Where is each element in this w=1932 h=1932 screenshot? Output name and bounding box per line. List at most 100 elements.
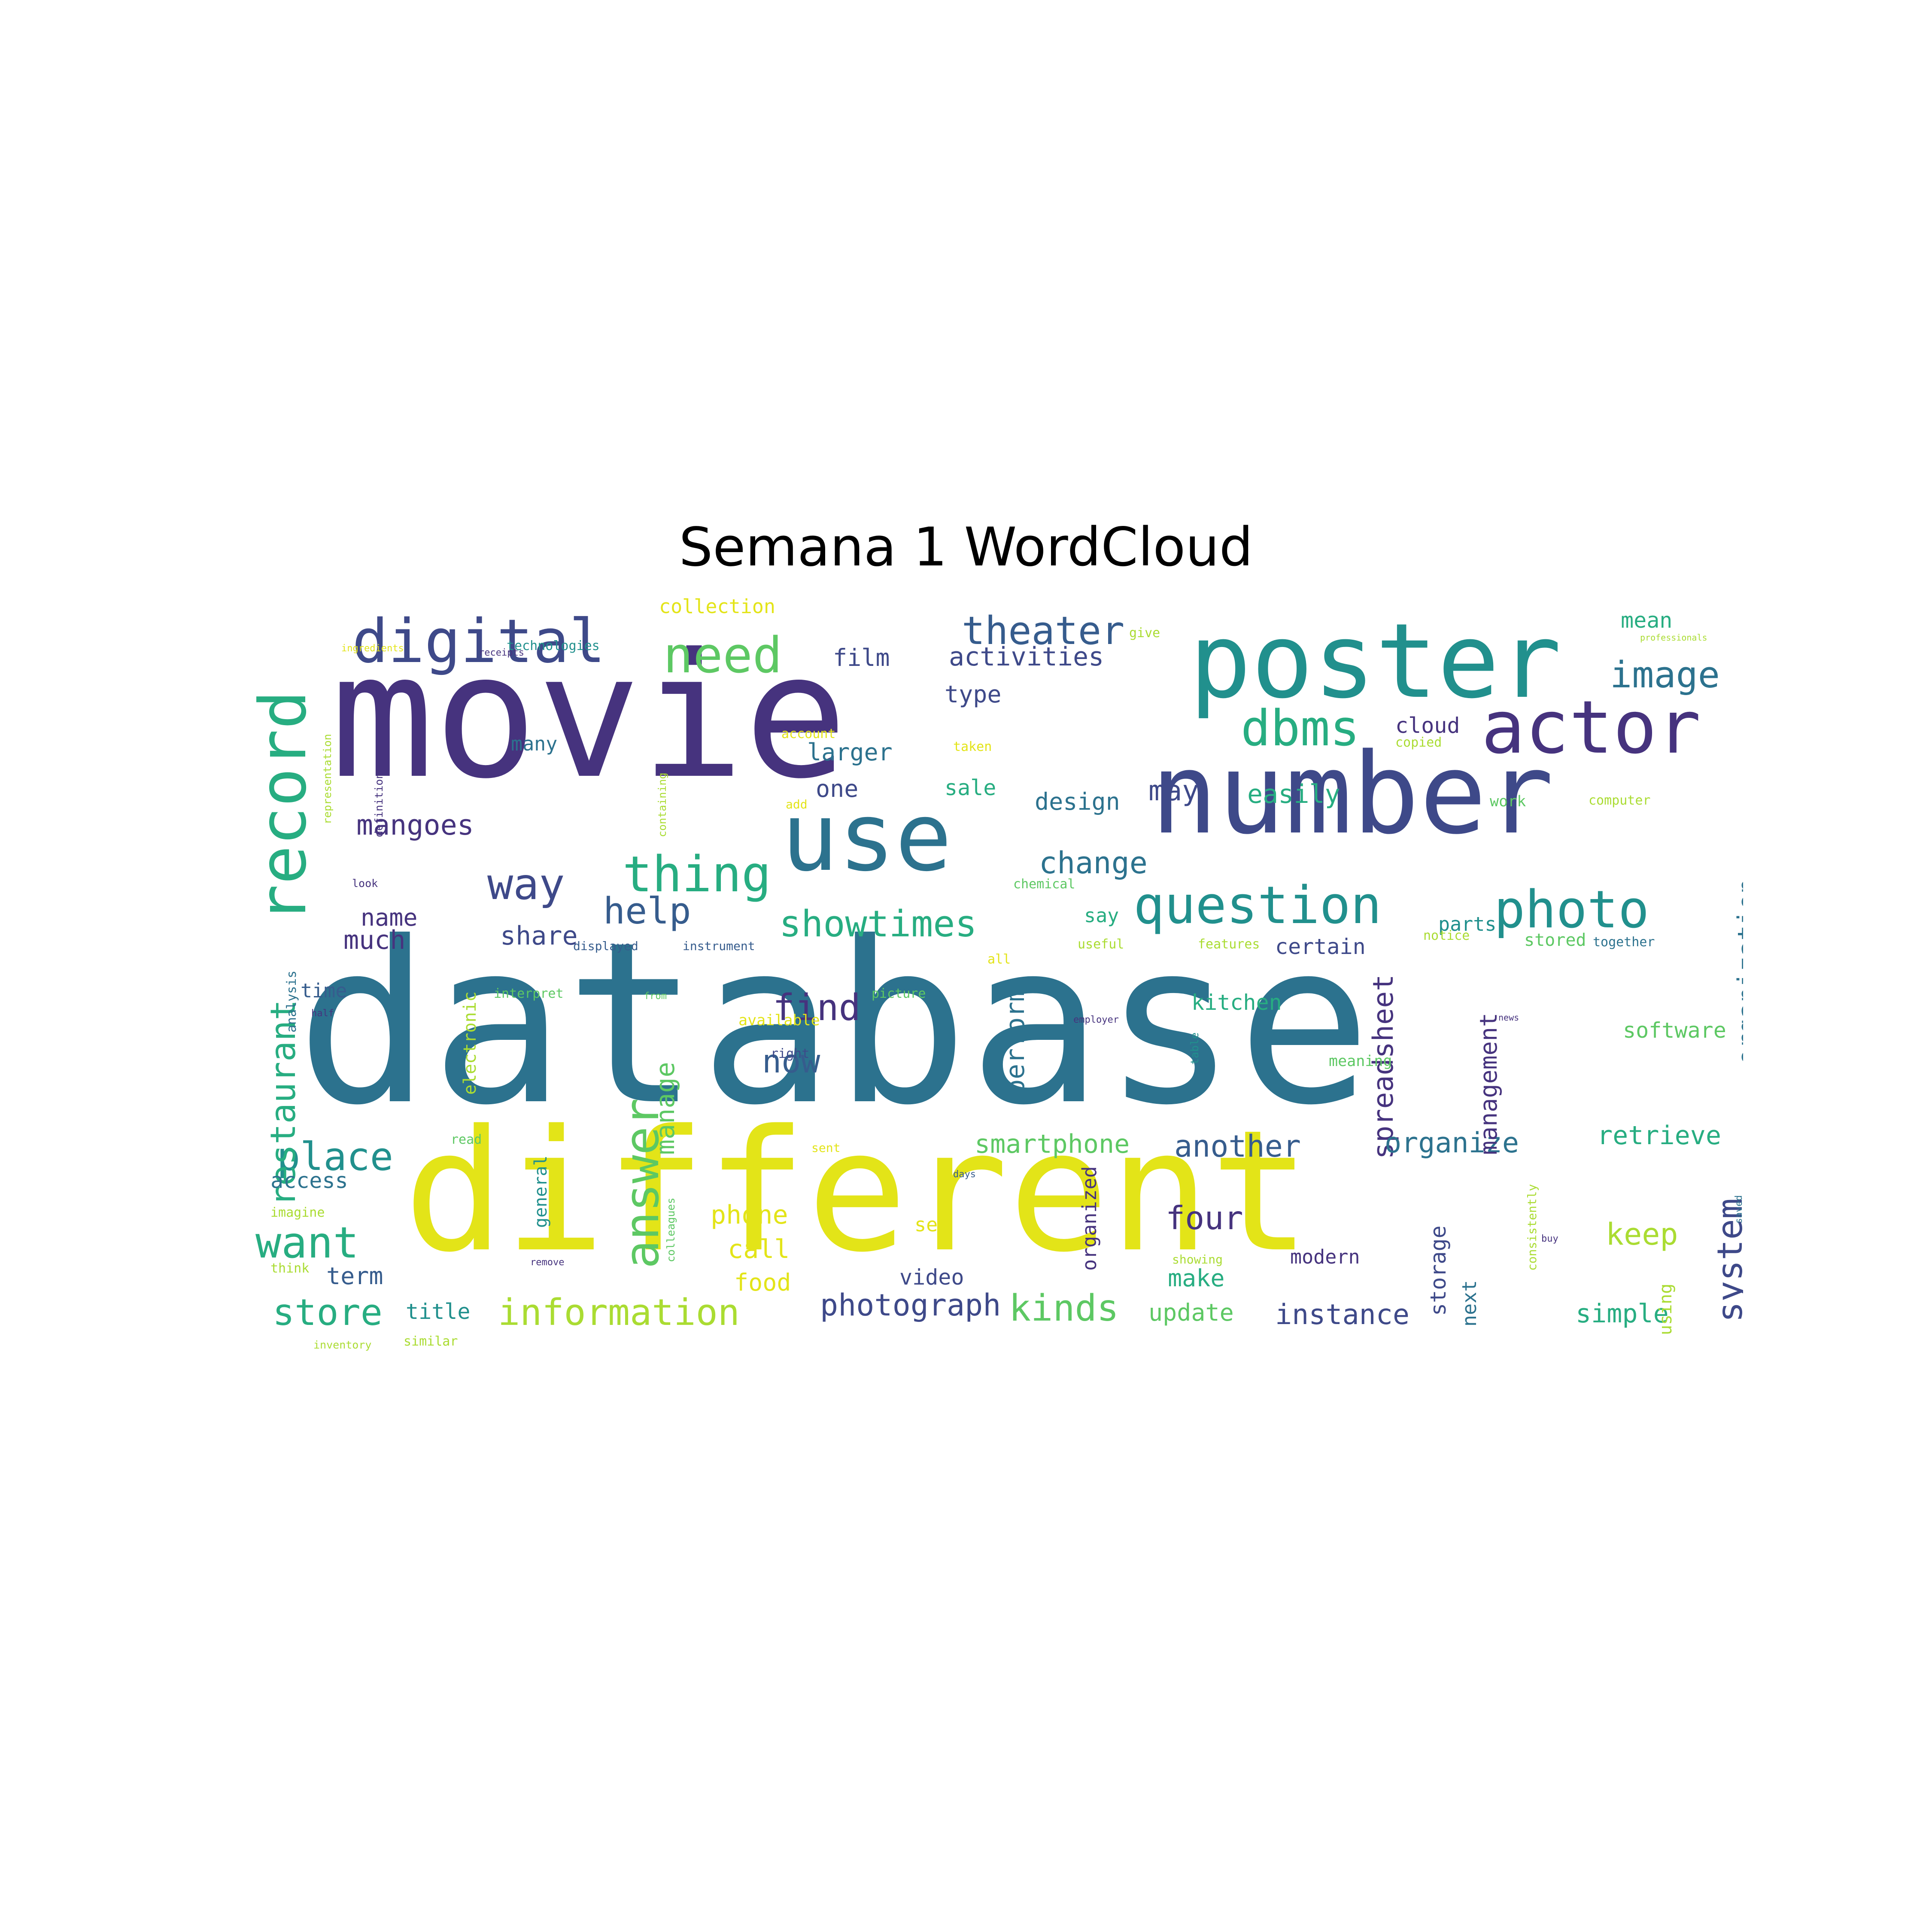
word-place: place	[277, 1134, 393, 1179]
word-taken: taken	[953, 739, 992, 754]
word-useful: useful	[1078, 937, 1124, 952]
word-perform: perform	[1000, 986, 1030, 1095]
word-find: find	[773, 987, 861, 1029]
word-showing: showing	[1172, 1252, 1223, 1267]
word-theater: theater	[962, 608, 1125, 653]
word-term: term	[326, 1262, 383, 1290]
word-electronic: electronic	[460, 991, 480, 1095]
word-think: think	[270, 1261, 310, 1276]
word-help: help	[603, 890, 691, 933]
word-information: information	[498, 1291, 740, 1334]
word-definition: definition	[373, 772, 385, 837]
word-analysis: analysis	[284, 970, 299, 1033]
word-image: image	[1610, 654, 1720, 696]
word-technologies: technologies	[507, 638, 600, 653]
word-make: make	[1168, 1264, 1225, 1292]
word-record: record	[246, 690, 321, 923]
word-call: call	[728, 1234, 790, 1264]
word-employer: employer	[1073, 1015, 1119, 1025]
word-cloud: database movie different number poster use rec…	[245, 597, 1743, 1352]
word-together: together	[1593, 935, 1655, 950]
word-kinds: kinds	[1009, 1287, 1119, 1330]
word-containing: containing	[656, 772, 668, 837]
word-name: name	[361, 904, 418, 931]
word-receipts: receipts	[479, 647, 524, 658]
word-smartphone: smartphone	[975, 1129, 1130, 1159]
word-certain: certain	[1275, 934, 1366, 959]
word-remove: remove	[530, 1257, 565, 1268]
word-video: video	[899, 1265, 964, 1290]
word-use: use	[781, 782, 952, 892]
word-time: time	[301, 979, 347, 1002]
word-chemical: chemical	[1013, 877, 1075, 892]
word-organization: organization	[1732, 878, 1743, 1065]
word-professionals: professionals	[1640, 632, 1707, 643]
word-another: another	[1174, 1129, 1301, 1164]
word-may: may	[1148, 775, 1199, 807]
word-copied: copied	[1395, 735, 1442, 750]
word-one: one	[816, 775, 859, 802]
word-imagine: imagine	[270, 1205, 325, 1220]
word-stored: stored	[1524, 930, 1586, 950]
word-right: right	[771, 1046, 810, 1061]
word-representation: representation	[321, 734, 334, 824]
word-saved: saved	[1734, 1195, 1743, 1224]
word-update: update	[1148, 1299, 1234, 1326]
word-way: way	[487, 859, 565, 909]
word-now: now	[762, 1042, 820, 1080]
word-mangoes: mangoes	[356, 809, 474, 841]
word-photograph: photograph	[820, 1288, 1001, 1323]
word-number: number	[1151, 729, 1554, 859]
word-meaning: meaning	[1329, 1053, 1392, 1070]
word-retrieve: retrieve	[1597, 1121, 1721, 1151]
chart-title: Semana 1 WordCloud	[679, 516, 1253, 578]
word-half: half	[311, 1008, 334, 1019]
word-manage: manage	[650, 1062, 680, 1155]
word-picture: picture	[872, 986, 926, 1001]
word-access: access	[270, 1168, 348, 1193]
word-four: four	[1166, 1199, 1243, 1237]
word-features: features	[1198, 937, 1260, 952]
word-account: account	[781, 726, 836, 741]
word-work: work	[1490, 793, 1526, 810]
word-available: available	[738, 1012, 820, 1029]
word-store: store	[273, 1291, 383, 1334]
word-colleagues: colleagues	[665, 1197, 677, 1262]
word-question: question	[1133, 876, 1382, 936]
word-kitchen: kitchen	[1191, 990, 1282, 1015]
word-set: set	[914, 1213, 950, 1236]
word-photo: photo	[1494, 880, 1649, 940]
word-sent: sent	[811, 1141, 841, 1155]
word-add: add	[786, 797, 808, 811]
word-phone: phone	[711, 1200, 788, 1230]
word-type: type	[945, 680, 1002, 708]
word-storage: storage	[1426, 1225, 1451, 1316]
word-digital: digital	[352, 607, 606, 677]
word-many: many	[511, 732, 558, 755]
word-dbms: dbms	[1241, 700, 1360, 757]
word-keep: keep	[1606, 1217, 1678, 1252]
word-displayed: displayed	[573, 939, 638, 953]
word-management: management	[1475, 1012, 1502, 1155]
word-from: from	[644, 991, 667, 1002]
word-thing: thing	[623, 846, 772, 903]
word-instance: instance	[1275, 1299, 1410, 1331]
word-change: change	[1039, 845, 1148, 881]
word-all: all	[987, 952, 1011, 967]
word-table: table	[1188, 1032, 1201, 1065]
word-film: film	[833, 644, 890, 671]
word-days: days	[953, 1169, 976, 1180]
word-need: need	[663, 627, 782, 684]
word-want: want	[255, 1218, 359, 1268]
word-consistently: consistently	[1525, 1184, 1539, 1271]
word-title: title	[406, 1299, 471, 1324]
word-look: look	[352, 877, 378, 890]
word-design: design	[1035, 788, 1120, 815]
word-activities: activities	[949, 642, 1104, 672]
word-organize: organize	[1385, 1127, 1519, 1159]
word-read: read	[451, 1132, 482, 1147]
word-larger: larger	[807, 738, 893, 766]
word-different: different	[404, 1094, 1311, 1289]
word-general: general	[531, 1155, 551, 1228]
